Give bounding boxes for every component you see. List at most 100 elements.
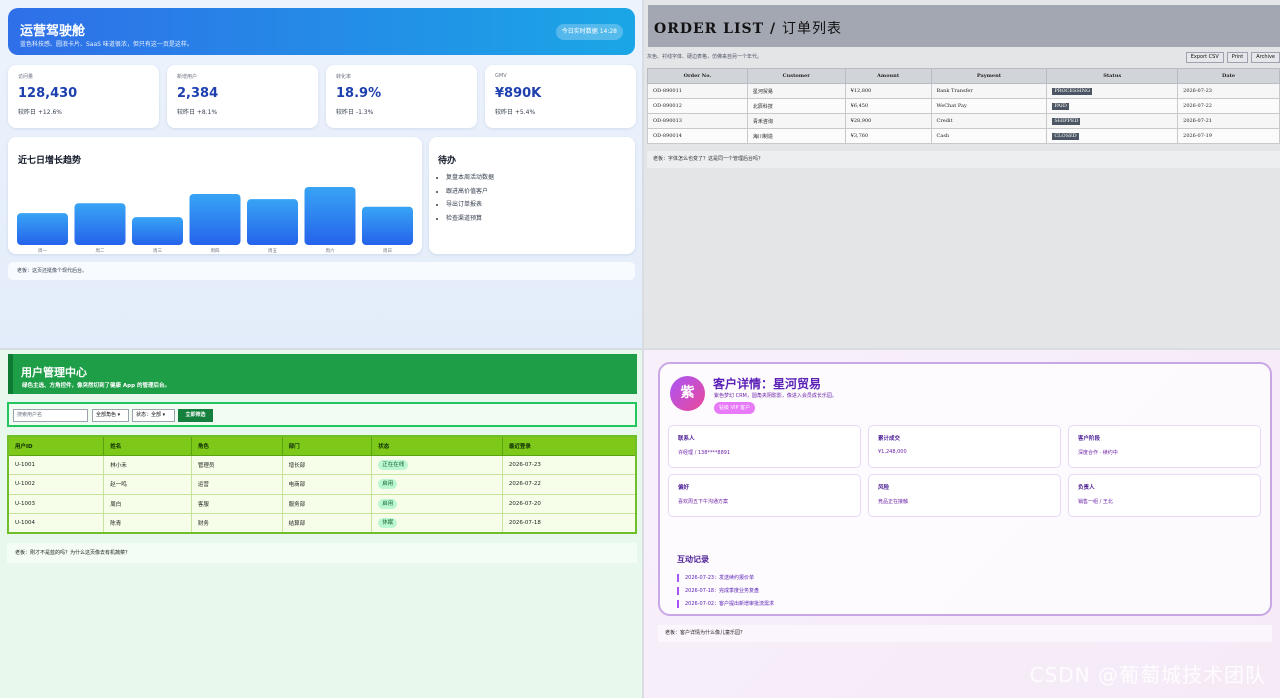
payment: Bank Transfer	[930, 83, 1048, 99]
table-row[interactable]: U-1001 林小禾 管理员 增长部 正在在线 2026-07-23	[7, 454, 637, 475]
status-cell: 休眠	[371, 513, 503, 534]
vip-badge: 钻级 VIP 客户	[714, 402, 756, 414]
info-value: ¥1,248,000	[878, 449, 907, 455]
status-cell: PROCESSING	[1046, 83, 1179, 99]
kpi-card-new-users[interactable]: 新增用户 2,384 较昨日 +8.1%	[167, 65, 318, 128]
print-button[interactable]: Print	[1226, 52, 1249, 63]
status-select-value: 状态：全部	[136, 412, 162, 418]
column-header[interactable]: Payment	[930, 68, 1048, 84]
todo-list: 复盘本周活动数据 跟进高价值客户 导出订单报表 检查渠道预算	[446, 171, 494, 225]
last-login: 2026-07-23	[501, 454, 637, 475]
status-badge: 休眠	[378, 518, 398, 528]
column-header[interactable]: 用户ID	[7, 435, 105, 456]
trend-bar[interactable]	[304, 187, 356, 245]
role-select[interactable]: 全部角色 ▾	[92, 409, 129, 422]
kpi-card-conversion[interactable]: 转化率 18.9% 较昨日 -1.3%	[326, 65, 477, 128]
kpi-value: ¥890K	[495, 86, 542, 101]
last-login: 2026-07-22	[501, 474, 637, 495]
log-item: 2026-07-18：完成季度业务复盘	[677, 587, 759, 595]
info-card-stage: 客户阶段 深度合作 · 续约中	[1068, 425, 1261, 468]
info-label: 联系人	[678, 436, 695, 442]
trend-bar[interactable]	[74, 203, 126, 245]
order-table: Order No. Customer Amount Payment Status…	[647, 68, 1280, 144]
todo-item[interactable]: 复盘本周活动数据	[446, 171, 494, 185]
order-subtitle: 灰色、衬线字体、硬边表格，仿佛来自另一个年代。	[647, 54, 763, 60]
info-card-owner: 负责人 销售一组 / 王北	[1068, 474, 1261, 517]
user-id: U-1004	[7, 513, 105, 534]
date: 2026-07-21	[1177, 113, 1280, 129]
todo-item[interactable]: 导出订单报表	[446, 198, 494, 212]
interaction-log-title: 互动记录	[677, 555, 709, 564]
trend-bar-chart: 周一 周二 周三 周四 周五 周六 周日	[17, 187, 413, 254]
status-select[interactable]: 状态：全部 ▾	[132, 409, 175, 422]
dashboard-title: 运营驾驶舱	[20, 24, 86, 39]
todo-item[interactable]: 检查渠道预算	[446, 212, 494, 226]
table-row[interactable]: OD-890011 星河贸易 ¥12,800 Bank Transfer PRO…	[647, 83, 1280, 99]
dashboard-panel: 运营驾驶舱 蓝色科技感、圆浪卡片、SaaS 味道很浓，但只有这一页是这样。 今日…	[0, 0, 642, 348]
boss-note: 老板：字体怎么也变了？这是同一个管理后台吗？	[647, 151, 1280, 168]
table-row[interactable]: U-1002 赵一鸣 运营 电商部 启用 2026-07-22	[7, 474, 637, 495]
archive-button[interactable]: Archive	[1251, 52, 1280, 63]
table-header-row: 用户ID 姓名 角色 部门 状态 最近登录	[7, 435, 637, 456]
trend-x-tick-label: 周日	[383, 248, 392, 254]
column-header[interactable]: 角色	[190, 435, 283, 456]
trend-x-tick-label: 周三	[153, 248, 162, 254]
status-badge: PROCESSING	[1052, 87, 1093, 95]
last-login: 2026-07-20	[501, 493, 637, 514]
column-header[interactable]: Amount	[844, 68, 932, 84]
trend-bar[interactable]	[189, 193, 241, 245]
trend-x-tick-label: 周一	[38, 248, 47, 254]
user-dept: 增长部	[281, 454, 373, 475]
column-header[interactable]: 状态	[371, 435, 503, 456]
column-header[interactable]: 姓名	[103, 435, 192, 456]
amount: ¥6,450	[844, 98, 932, 114]
date: 2026-07-22	[1177, 98, 1280, 114]
column-header[interactable]: Status	[1046, 68, 1179, 84]
order-no: OD-890011	[647, 83, 748, 99]
info-label: 偏好	[678, 485, 690, 491]
customer: 海川制造	[746, 128, 846, 144]
watermark: CSDN @葡萄城技术团队	[1029, 663, 1266, 687]
log-item: 2026-07-23：发送续约报价单	[677, 574, 754, 582]
kpi-label: 访问量	[18, 74, 34, 80]
kpi-delta: 较昨日 +8.1%	[177, 109, 218, 116]
table-row[interactable]: U-1003 周白 客服 服务部 启用 2026-07-20	[7, 493, 637, 514]
kpi-card-gmv[interactable]: GMV ¥890K 较昨日 +5.4%	[485, 65, 636, 128]
role-select-value: 全部角色	[96, 412, 117, 418]
table-row[interactable]: OD-890013 青禾咨询 ¥28,900 Credit SHIPPED 20…	[647, 113, 1280, 129]
table-row[interactable]: OD-890012 北辰科技 ¥6,450 WeChat Pay PAID 20…	[647, 98, 1280, 114]
column-header[interactable]: 最近登录	[501, 435, 637, 456]
info-value: 销售一组 / 王北	[1078, 499, 1113, 505]
order-no: OD-890013	[647, 113, 748, 129]
column-header[interactable]: 部门	[281, 435, 373, 456]
column-header[interactable]: Date	[1177, 68, 1280, 84]
trend-bar[interactable]	[132, 217, 183, 245]
order-header: ORDER LIST / 订单列表	[648, 5, 1280, 47]
avatar: 紫	[670, 376, 705, 411]
user-role: 财务	[190, 513, 283, 534]
kpi-label: 转化率	[336, 74, 352, 80]
todo-item[interactable]: 跟进高价值客户	[446, 185, 494, 199]
kpi-card-visits[interactable]: 访问量 128,430 较昨日 +12.6%	[8, 65, 159, 128]
column-header[interactable]: Customer	[746, 68, 846, 84]
user-id: U-1003	[7, 493, 105, 514]
trend-bar[interactable]	[247, 199, 298, 245]
payment: WeChat Pay	[930, 98, 1048, 114]
realtime-pill[interactable]: 今日实时数据 14:28	[555, 24, 623, 40]
table-row[interactable]: U-1004 陈青 财务 结算部 休眠 2026-07-18	[7, 513, 637, 534]
table-row[interactable]: OD-890014 海川制造 ¥3,760 Cash CLOSED 2026-0…	[647, 128, 1280, 144]
user-dept: 电商部	[281, 474, 373, 495]
search-input[interactable]: 搜索用户名	[13, 409, 88, 422]
status-cell: CLOSED	[1046, 128, 1179, 144]
user-id: U-1002	[7, 474, 105, 495]
trend-bar[interactable]	[362, 206, 413, 245]
chevron-down-icon: ▾	[117, 412, 121, 418]
filter-button[interactable]: 立即筛选	[178, 409, 213, 422]
status-badge: 启用	[378, 479, 398, 490]
todo-card: 待办 复盘本周活动数据 跟进高价值客户 导出订单报表 检查渠道预算	[429, 137, 635, 254]
export-csv-button[interactable]: Export CSV	[1185, 52, 1224, 63]
amount: ¥3,760	[844, 128, 932, 144]
trend-bar[interactable]	[17, 213, 68, 245]
trend-title: 近七日增长趋势	[18, 156, 82, 166]
column-header[interactable]: Order No.	[647, 68, 748, 84]
